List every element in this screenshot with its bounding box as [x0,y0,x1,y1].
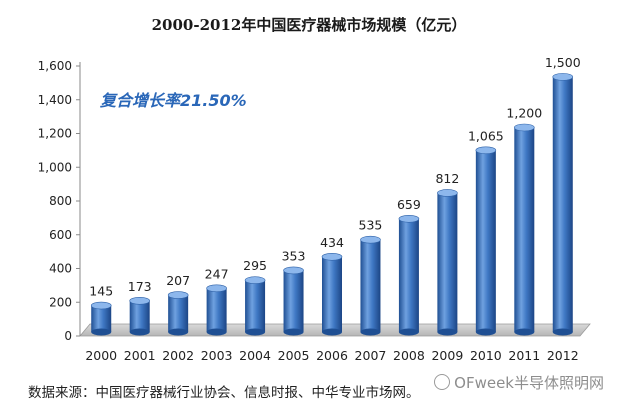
bar-top [283,266,304,275]
bar [90,301,112,336]
bar-body [514,127,535,332]
data-label: 659 [397,197,421,212]
bar-top [129,297,150,305]
data-label: 1,200 [506,106,542,121]
bar-top [360,235,381,244]
bar [167,291,189,336]
x-tick-label: 2011 [508,348,540,363]
bar [398,214,420,336]
bar-top [90,301,112,310]
bar-body [245,280,266,332]
bar-top [514,123,535,132]
bar-base [168,328,189,336]
bar-base [283,328,304,336]
bar-base [398,328,419,336]
x-tick-label: 2007 [355,348,387,363]
bar-body [283,270,304,332]
bar-top [475,146,497,155]
bar-top [437,189,458,197]
y-tick-label: 600 [49,228,72,242]
bar-base [129,328,150,336]
data-label: 812 [435,171,459,186]
y-tick-label: 1,000 [38,160,72,174]
x-tick-label: 2008 [393,348,425,363]
y-tick-label: 1,400 [38,93,72,107]
bar [514,123,535,336]
bar [552,73,574,336]
watermark-text: OFweek半导体照明网 [454,374,604,392]
bar-base [552,328,573,336]
bar [475,146,497,336]
bar [360,235,381,336]
data-label: 434 [320,235,344,250]
data-label: 295 [243,258,267,273]
bar-base [322,328,342,336]
data-label: 145 [89,284,113,299]
bar-top [552,73,574,81]
bar-body [129,300,150,332]
y-tick-label: 400 [49,262,72,276]
bar-top [398,214,420,223]
data-label: 535 [359,218,383,233]
data-label: 247 [205,266,229,281]
data-label: 1,065 [468,128,504,143]
bar-top [321,252,343,261]
bar-top [244,276,266,285]
x-tick-label: 2012 [547,348,579,363]
y-tick-label: 1,200 [38,127,72,141]
bar [321,252,343,336]
bar-body [322,256,342,332]
x-tick-label: 2003 [201,348,233,363]
data-label: 353 [282,248,306,263]
data-label: 173 [128,279,152,294]
bar-base [437,328,458,336]
bar [206,284,227,336]
y-tick-label: 0 [64,329,72,343]
watermark-logo-icon [434,374,451,390]
bar-base [514,328,535,336]
bar-body [206,288,227,332]
bar-body [475,150,496,332]
chart-title: 2000-2012年中国医疗器械市场规模（亿元） [151,16,467,34]
bar-top [167,291,189,299]
bar [129,297,150,336]
bar [283,266,304,336]
x-tick-label: 2004 [239,348,271,363]
bar-body [91,305,112,332]
x-tick-label: 2005 [278,348,310,363]
bar-body [398,218,419,332]
bar-top [206,284,227,293]
y-tick-label: 200 [49,295,72,309]
y-tick-label: 800 [49,194,72,208]
y-tick-label: 1,600 [38,59,72,73]
bar-base [245,328,266,336]
bar-body [168,295,189,332]
bar-base [91,328,112,336]
x-tick-label: 2001 [124,348,156,363]
bar-base [475,328,496,336]
bar-body [437,192,458,332]
bar-base [360,328,381,336]
data-source-note: 数据来源：中国医疗器械行业协会、信息时报、中华专业市场网。 [28,385,420,401]
data-label: 207 [166,273,190,288]
x-tick-label: 2010 [470,348,502,363]
watermark: OFweek半导体照明网 [434,372,604,393]
bar [437,189,458,336]
x-tick-label: 2009 [431,348,463,363]
x-tick-label: 2002 [162,348,194,363]
bar-body [552,76,573,332]
data-label: 1,500 [545,55,581,70]
bar [244,276,266,336]
growth-rate-annotation: 复合增长率21.50% [100,91,247,110]
bar-body [360,239,381,332]
bar-base [206,328,227,336]
x-tick-label: 2006 [316,348,348,363]
x-tick-label: 2000 [85,348,117,363]
